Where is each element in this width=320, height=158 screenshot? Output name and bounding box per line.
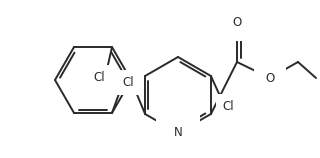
Text: N: N bbox=[174, 127, 182, 140]
Text: O: O bbox=[232, 16, 242, 29]
Text: O: O bbox=[265, 72, 275, 85]
Text: Cl: Cl bbox=[122, 76, 134, 89]
Text: Cl: Cl bbox=[93, 71, 105, 84]
Text: Cl: Cl bbox=[222, 100, 234, 113]
